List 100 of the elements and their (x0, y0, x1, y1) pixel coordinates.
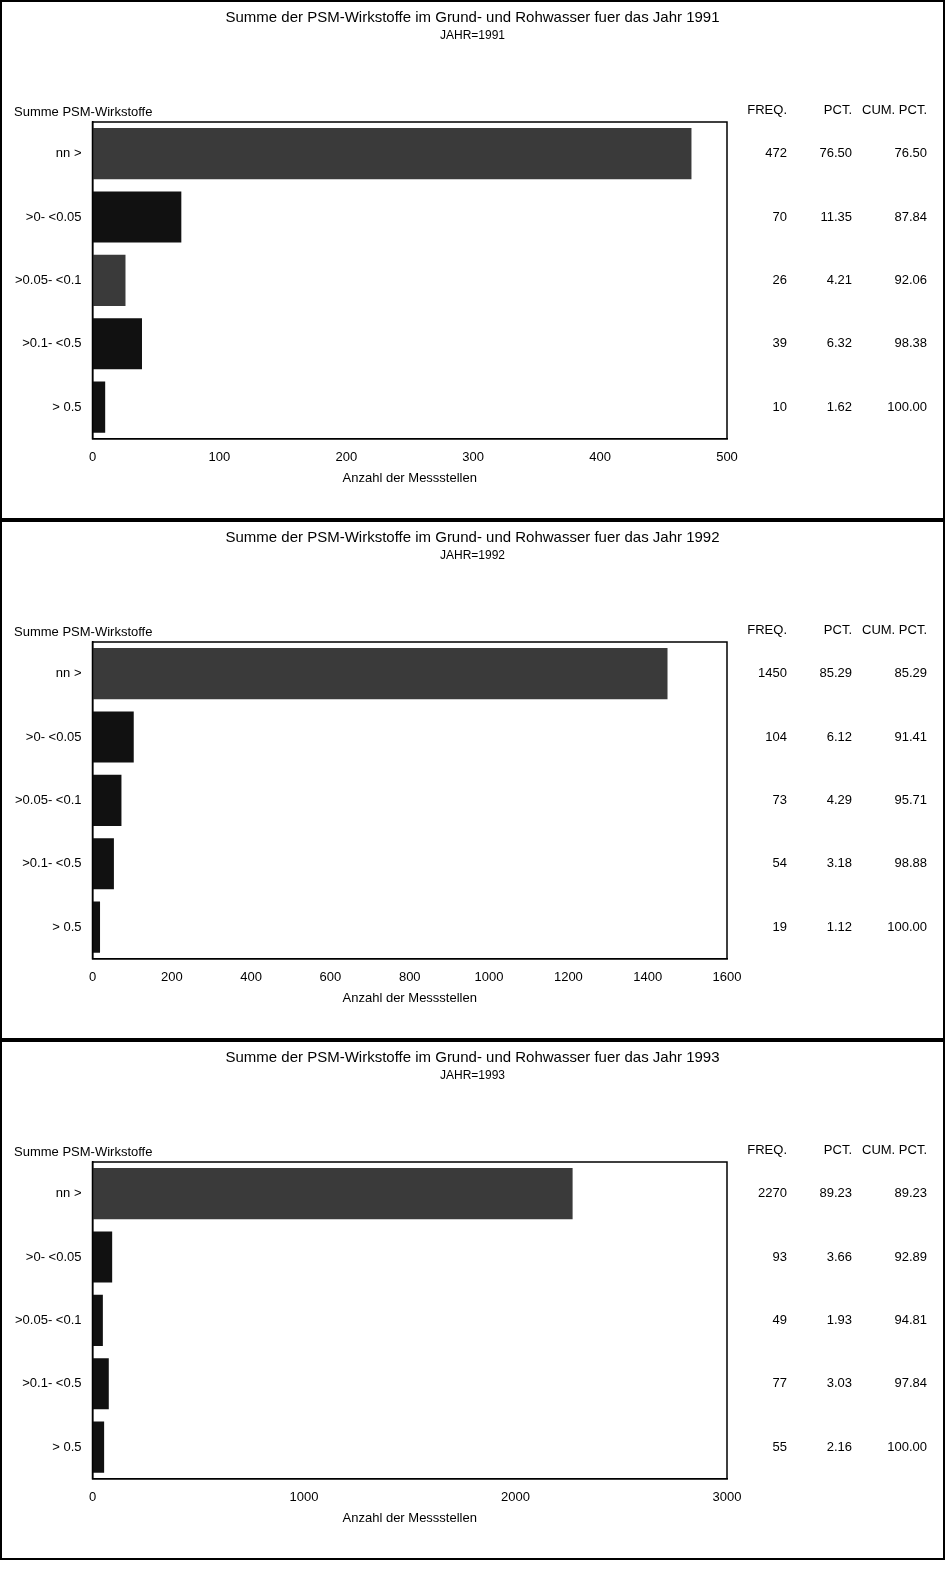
y-tick-label: nn > (55, 665, 82, 681)
text: 3.03 (826, 1375, 852, 1391)
data-label: 2270 (758, 1185, 787, 1201)
y-tick-label: >0.1- <0.5 (22, 1375, 82, 1391)
chart-subtitle: JAHR=1993 (438, 1068, 506, 1082)
data-label: 1450 (758, 665, 787, 681)
text: FREQ. (747, 101, 787, 117)
y-tick-label: >0.1- <0.5 (22, 335, 82, 351)
bar (92, 648, 668, 700)
x-tick-label: 1000 (474, 969, 504, 985)
x-tick-label: 800 (398, 969, 421, 985)
text: PCT. (823, 621, 852, 637)
data-label: 19 (772, 918, 787, 934)
data-label: 472 (765, 145, 787, 161)
bar (92, 381, 106, 433)
y-tick-label: >0.05- <0.1 (15, 1311, 82, 1327)
y-tick-label: nn > (55, 1185, 82, 1201)
y-tick-label: >0.05- <0.1 (15, 271, 82, 287)
x-tick-label: 1200 (553, 969, 583, 985)
data-label: 93 (772, 1248, 787, 1264)
bar (92, 1421, 105, 1473)
bar (92, 901, 101, 953)
data-label: 26 (772, 271, 787, 287)
text: 1.12 (826, 918, 852, 934)
x-tick-label: 500 (716, 449, 738, 465)
x-axis-title: Anzahl der Messstellen (342, 1509, 477, 1525)
text: 92.89 (894, 1248, 927, 1264)
x-tick-label: 0 (88, 449, 97, 465)
text: FREQ. (747, 621, 787, 637)
data-label: 104 (765, 728, 787, 744)
text: 76.50 (819, 145, 852, 161)
text: 4.29 (826, 791, 852, 807)
data-label: 39 (772, 335, 787, 351)
x-tick-label: 400 (240, 969, 262, 985)
y-tick-label: > 0.5 (52, 918, 82, 934)
bar (92, 128, 692, 180)
y-axis-title: Summe PSM-Wirkstoffe (14, 1143, 153, 1159)
text: 87.84 (894, 208, 927, 224)
x-tick-label: 200 (160, 969, 183, 985)
text: CUM. PCT. (862, 1141, 927, 1157)
data-label: 70 (772, 208, 787, 224)
x-tick-label: 600 (319, 969, 342, 985)
x-tick-label: 1000 (289, 1489, 319, 1505)
text: 98.38 (894, 335, 927, 351)
x-tick-label: 2000 (501, 1489, 530, 1505)
chart-title: Summe der PSM-Wirkstoffe im Grund- und Rohwasser fuer das Jahr 1992 (224, 528, 721, 545)
y-tick-label: >0.1- <0.5 (22, 855, 82, 871)
bar (92, 318, 142, 370)
text: PCT. (823, 101, 852, 117)
data-label: 54 (772, 855, 787, 871)
bar (92, 1294, 103, 1346)
text: 92.06 (894, 271, 927, 287)
text: CUM. PCT. (862, 101, 927, 117)
data-label: 49 (772, 1311, 787, 1327)
text: 4.21 (826, 271, 852, 287)
x-tick-label: 1400 (633, 969, 663, 985)
text: 98.88 (894, 855, 927, 871)
data-label: 10 (772, 398, 787, 414)
text: CUM. PCT. (862, 621, 927, 637)
text: 6.12 (826, 728, 852, 744)
text: 2.16 (826, 1438, 852, 1454)
bar (92, 1231, 113, 1283)
x-tick-label: 0 (88, 969, 97, 985)
text: 3.18 (826, 855, 852, 871)
text: 1.62 (826, 398, 852, 414)
data-label: 55 (772, 1438, 787, 1454)
bar (92, 1358, 109, 1410)
text: 1.93 (826, 1311, 852, 1327)
text: 95.71 (894, 791, 927, 807)
text: 89.23 (894, 1185, 927, 1201)
text: 6.32 (826, 335, 852, 351)
text: FREQ. (747, 1141, 787, 1157)
bar (92, 254, 126, 306)
y-tick-label: >0- <0.05 (25, 1248, 82, 1264)
x-axis-title: Anzahl der Messstellen (342, 469, 477, 485)
x-axis-title: Anzahl der Messstellen (342, 989, 477, 1005)
x-tick-label: 200 (335, 449, 358, 465)
chart-title: Summe der PSM-Wirkstoffe im Grund- und Rohwasser fuer das Jahr 1991 (224, 8, 721, 25)
text: PCT. (823, 1141, 852, 1157)
text: 100.00 (887, 918, 927, 934)
text: 100.00 (887, 1438, 927, 1454)
text: 91.41 (894, 728, 927, 744)
bar (92, 1168, 573, 1220)
y-tick-label: >0- <0.05 (25, 728, 82, 744)
text: 11.35 (820, 208, 852, 224)
chart-title: Summe der PSM-Wirkstoffe im Grund- und Rohwasser fuer das Jahr 1993 (224, 1048, 721, 1065)
x-tick-label: 1600 (712, 969, 742, 985)
text: 100.00 (887, 398, 927, 414)
data-label: 73 (772, 791, 787, 807)
x-tick-label: 300 (462, 449, 485, 465)
data-label: 77 (772, 1375, 787, 1391)
bar (92, 711, 134, 763)
text: 89.23 (819, 1185, 852, 1201)
text: 94.81 (894, 1311, 927, 1327)
text: 76.50 (894, 145, 927, 161)
x-tick-label: 100 (208, 449, 231, 465)
x-tick-label: 0 (88, 1489, 97, 1505)
y-tick-label: >0.05- <0.1 (15, 791, 82, 807)
text: 85.29 (819, 665, 852, 681)
x-tick-label: 3000 (712, 1489, 742, 1505)
